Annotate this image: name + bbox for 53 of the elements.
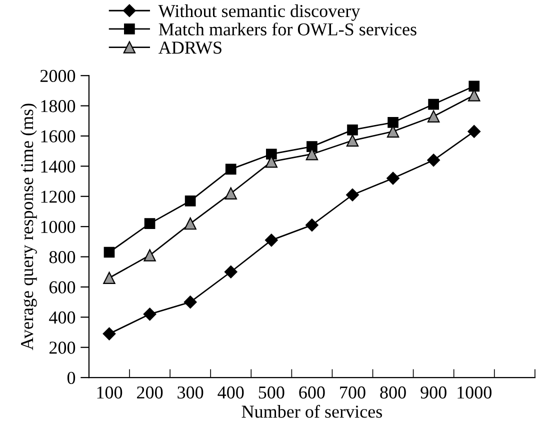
x-axis-title: Number of services bbox=[242, 404, 382, 418]
point bbox=[103, 272, 116, 284]
point bbox=[266, 148, 277, 160]
x-tick-label: 100 bbox=[97, 386, 122, 399]
x-tick-label: 700 bbox=[340, 386, 366, 399]
point bbox=[386, 172, 400, 185]
y-tick-label: 800 bbox=[49, 251, 76, 264]
y-tick-label: 400 bbox=[49, 311, 76, 324]
point bbox=[225, 164, 236, 175]
y-tick-label: 1600 bbox=[41, 130, 76, 142]
y-tick-label: 600 bbox=[49, 281, 76, 294]
point bbox=[346, 134, 359, 147]
x-tick-label: 200 bbox=[137, 386, 163, 399]
x-tick-label: 900 bbox=[420, 386, 446, 399]
point bbox=[306, 141, 318, 152]
x-tick-label: 600 bbox=[299, 386, 325, 399]
point bbox=[306, 148, 318, 160]
y-tick-label: 1400 bbox=[41, 160, 76, 173]
point bbox=[468, 80, 480, 92]
point bbox=[184, 296, 197, 309]
legend-label: Without semantic discovery bbox=[158, 4, 360, 21]
x-tick-label: 300 bbox=[178, 386, 204, 399]
point bbox=[184, 217, 196, 230]
point bbox=[346, 188, 359, 202]
y-axis-title: Average query response time (ms) bbox=[20, 104, 37, 350]
point bbox=[102, 327, 116, 340]
point bbox=[184, 196, 196, 206]
point bbox=[388, 116, 398, 128]
point bbox=[144, 218, 156, 229]
x-tick-label: 400 bbox=[218, 386, 244, 399]
point bbox=[427, 110, 440, 122]
y-tick-label: 1000 bbox=[41, 220, 76, 234]
y-tick-label: 1200 bbox=[41, 190, 76, 203]
point bbox=[224, 265, 238, 278]
point bbox=[143, 308, 156, 321]
x-tick-label: 500 bbox=[258, 386, 284, 399]
x-tick-label: 1000 bbox=[458, 386, 492, 399]
point bbox=[347, 124, 358, 136]
point bbox=[144, 249, 156, 262]
point bbox=[104, 246, 115, 258]
point bbox=[468, 125, 481, 138]
x-tick-label: 800 bbox=[380, 386, 406, 399]
point bbox=[264, 234, 278, 247]
point bbox=[306, 218, 318, 232]
point bbox=[224, 187, 237, 200]
legend-label: Match markers for OWL-S services bbox=[158, 22, 416, 36]
y-tick-label: 2000 bbox=[40, 70, 76, 82]
y-tick-label: 1800 bbox=[41, 100, 76, 112]
y-tick-label: 0 bbox=[67, 372, 76, 384]
point bbox=[427, 154, 440, 167]
y-tick-label: 200 bbox=[49, 342, 76, 354]
point bbox=[428, 98, 439, 110]
legend-label: ADRWS bbox=[158, 42, 222, 54]
